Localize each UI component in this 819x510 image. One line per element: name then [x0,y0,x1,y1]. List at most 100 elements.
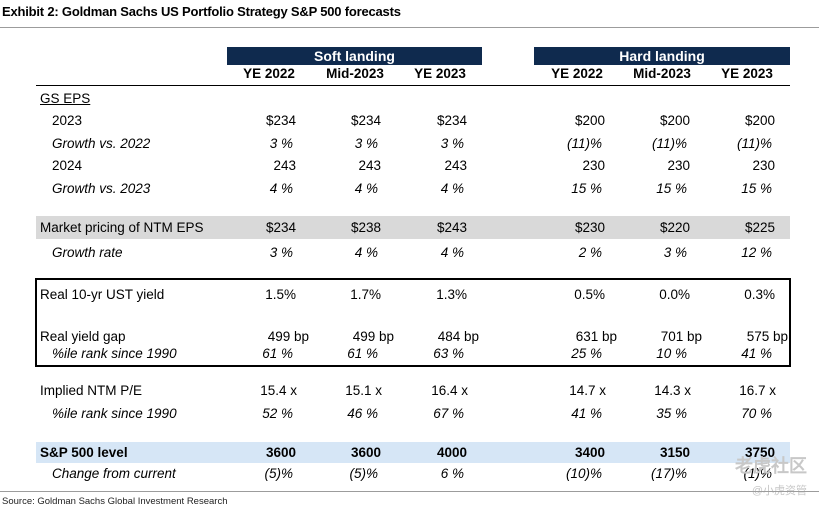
cell: (11)% [651,136,687,151]
cell: 4 % [269,181,293,196]
cell: 0.5% [574,287,605,302]
cell: 41 % [571,406,602,421]
cell: $230 [574,220,605,235]
title-divider [0,27,819,28]
cell: 243 [358,158,381,173]
market-pricing-band [36,216,790,239]
cell: 3 % [440,136,464,151]
col-header-soft-mid2023: Mid-2023 [326,66,384,81]
cell: 4000 [436,445,467,460]
cell: 230 [752,158,775,173]
cell: 3600 [350,445,381,460]
exhibit-title: Exhibit 2: Goldman Sachs US Portfolio St… [2,4,401,19]
row-label: 2024 [52,158,83,173]
cell: 1.3% [436,287,467,302]
cell: $243 [436,220,467,235]
cell: 61 % [347,346,378,361]
sp-level-band [36,442,790,463]
cell: (1)% [743,466,772,481]
cell: 14.7 x [569,383,606,398]
table-row-eps-2024: 2024 243 243 243 230 230 230 [0,155,819,176]
table-row-gap-percentile: %ile rank since 1990 61 % 61 % 63 % 25 %… [0,343,819,364]
cell: (5)% [349,466,378,481]
cell: 3150 [659,445,690,460]
col-header-hard-ye2023: YE 2023 [721,66,773,81]
cell: $225 [744,220,775,235]
cell: 61 % [262,346,293,361]
table-row-gs-eps: GS EPS [0,88,819,109]
cell: 3600 [265,445,296,460]
cell: 15 % [571,181,602,196]
cell: $200 [574,113,605,128]
row-label: Real yield gap [40,329,126,344]
cell: 3750 [744,445,775,460]
row-label: %ile rank since 1990 [52,406,177,421]
cell: 16.7 x [739,383,776,398]
cell: 15.1 x [345,383,382,398]
row-label: Growth vs. 2023 [52,181,151,196]
cell: 46 % [347,406,378,421]
watermark-logo: 老虎社区 [735,456,807,476]
col-header-soft-ye2022: YE 2022 [243,66,295,81]
cell: 25 % [571,346,602,361]
cell: 15 % [656,181,687,196]
table-row-real-yield-gap: Real yield gap 499 bp 499 bp 484 bp 631 … [0,326,819,347]
cell: 70 % [741,406,772,421]
row-label: 2023 [52,113,83,128]
cell: 0.0% [659,287,690,302]
table-row-growth-2022: Growth vs. 2022 3 % 3 % 3 % (11)% (11)% … [0,133,819,154]
cell: $234 [350,113,381,128]
cell: 230 [582,158,605,173]
cell: $234 [265,113,296,128]
row-label: Growth rate [52,245,123,260]
row-label: GS EPS [40,91,91,106]
cell: $200 [659,113,690,128]
cell: 6 % [440,466,464,481]
cell: 4 % [354,181,378,196]
row-label: Change from current [52,466,176,481]
cell: $220 [659,220,690,235]
table-row-implied-pe: Implied NTM P/E 15.4 x 15.1 x 16.4 x 14.… [0,380,819,401]
cell: (17)% [650,466,687,481]
hard-landing-header: Hard landing [534,47,790,65]
cell: (5)% [264,466,293,481]
row-label: S&P 500 level [40,445,128,460]
row-label: %ile rank since 1990 [52,346,177,361]
cell: 243 [444,158,467,173]
watermark-handle: @小虎资管 [751,485,807,497]
cell: $200 [744,113,775,128]
table-row-growth-2023: Growth vs. 2023 4 % 4 % 4 % 15 % 15 % 15… [0,178,819,199]
header-rule [36,85,790,86]
cell: 230 [667,158,690,173]
cell: 575 bp [746,329,788,344]
source-divider [0,491,819,492]
cell: (11)% [566,136,602,151]
table-row-real-ust-yield: Real 10-yr UST yield 1.5% 1.7% 1.3% 0.5%… [0,284,819,305]
cell: 4 % [440,181,464,196]
cell: 14.3 x [654,383,691,398]
cell: 12 % [741,245,772,260]
cell: 15.4 x [260,383,297,398]
cell: 52 % [262,406,293,421]
cell: 16.4 x [431,383,468,398]
cell: 631 bp [575,329,617,344]
table-row-pe-percentile: %ile rank since 1990 52 % 46 % 67 % 41 %… [0,403,819,424]
cell: 499 bp [267,329,309,344]
cell: 3 % [269,136,293,151]
row-label: Real 10-yr UST yield [40,287,165,302]
cell: $238 [350,220,381,235]
table-row-market-pricing: Market pricing of NTM EPS $234 $238 $243… [0,217,819,238]
cell: 15 % [741,181,772,196]
cell: 3 % [663,245,687,260]
real-yield-box [35,278,791,367]
cell: 41 % [741,346,772,361]
cell: 63 % [433,346,464,361]
source-note: Source: Goldman Sachs Global Investment … [2,496,228,507]
cell: 2 % [578,245,602,260]
cell: 243 [273,158,296,173]
cell: 1.7% [350,287,381,302]
soft-landing-header: Soft landing [227,47,482,65]
cell: 4 % [354,245,378,260]
cell: 1.5% [265,287,296,302]
col-header-hard-ye2022: YE 2022 [551,66,603,81]
